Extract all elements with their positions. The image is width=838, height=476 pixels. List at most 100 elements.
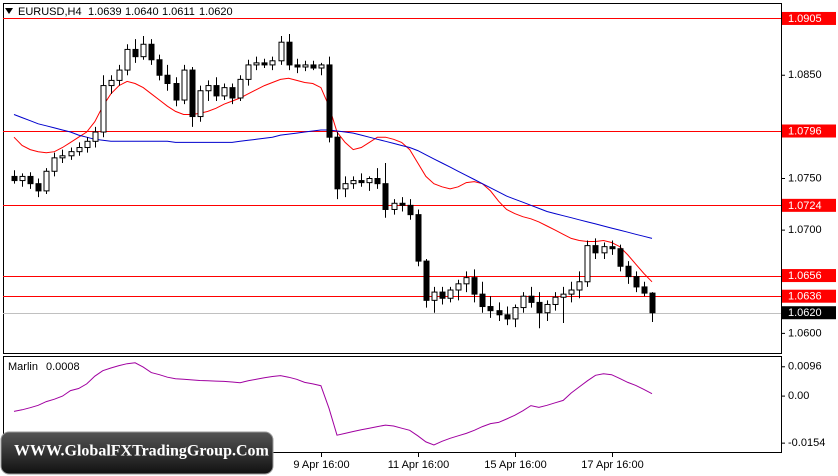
x-tick-label: 15 Apr 16:00 [484,459,546,471]
candle-body [487,306,494,312]
quote-open: 1.0639 [88,6,122,18]
candle-body [310,64,317,69]
moving-average [13,77,653,283]
candle-body [447,289,454,299]
y-tick-label: 1.0600 [788,327,822,339]
candle-body [173,83,180,101]
collapse-arrow [5,8,13,14]
candle-body [423,260,430,301]
candle-body [471,277,478,295]
candle-body [617,248,624,267]
candle-body [592,245,599,254]
candle-body [568,289,575,295]
candle-body [156,59,163,76]
candle-body [399,202,406,206]
candle-body [132,48,139,58]
candle-body [641,286,648,294]
candle-body [536,301,543,314]
candle-body [213,85,220,97]
level-label: 1.0636 [788,291,822,303]
candle-body [455,283,462,291]
level-label: 1.0905 [788,13,822,25]
candle-body [278,41,285,62]
candle-body [76,147,83,153]
level-label: 1.0724 [788,200,822,212]
candle-body [92,131,99,142]
candle-body [68,151,75,157]
candle-body [148,43,155,61]
candle-body [609,246,616,250]
candle-body [552,296,559,305]
quote-high: 1.0640 [125,6,159,18]
indicator-tick-label: 0.0096 [788,361,822,373]
candle-body [584,245,591,283]
candle-body [286,41,293,66]
watermark-box [0,431,274,475]
candle-body [415,214,422,262]
level-box [782,289,836,303]
candle-body [512,307,519,320]
symbol-label: EURUSD,H4 [18,6,82,18]
level-box [782,11,836,25]
candle-body [528,295,535,303]
candle-body [391,202,398,210]
candle-body [520,295,527,309]
candle-body [43,170,50,192]
candle-body [407,204,414,216]
candle-body [27,175,34,185]
candle-body [625,265,632,278]
candle-body [334,136,341,190]
candle-body [59,155,66,159]
candle-body [374,178,381,185]
candle-body [479,293,486,308]
level-label: 1.0656 [788,270,822,282]
candle-body [100,85,107,133]
candle-body [140,43,147,58]
candle-body [633,276,640,288]
candle-body [181,69,188,101]
level-box [782,269,836,283]
candle-body [318,64,325,69]
candle-body [221,87,228,97]
x-tick-label: 9 Apr 16:00 [293,459,349,471]
price-panel [3,3,782,354]
candle-body [439,291,446,299]
candle-body [205,85,212,92]
candle-body [326,64,333,138]
candle-body [116,69,123,81]
candle-body [431,291,438,301]
x-tick-label: 11 Apr 16:00 [388,459,450,471]
candle-body [504,314,511,320]
candle-body [342,183,349,190]
candle-body [496,310,503,316]
indicator-name: Marlin [8,361,38,373]
candle-body [108,79,115,87]
candle-body [601,246,608,254]
candle-body [253,62,260,66]
candle-body [189,69,196,118]
candle-body [245,64,252,80]
quote-close: 1.0620 [199,6,233,18]
candle-body [84,140,91,149]
candle-body [237,78,244,99]
candle-body [302,64,309,68]
moving-average [13,114,653,239]
candle-body [19,175,26,182]
plot-layer: 0.0008 1.0850 1.0750 1.0700 1.0600 1.0905 1.07… [0,11,836,475]
candle-body [164,74,171,85]
level-box [782,198,836,212]
y-tick-label: 1.0850 [788,69,822,81]
candle-body [197,90,204,118]
candle-body [51,157,58,172]
candle-body [35,183,42,192]
candle-body [560,293,567,298]
bid-label: 1.0620 [788,307,822,319]
quote-low: 1.0611 [162,6,195,18]
candle-body [544,303,551,314]
x-tick-label: 17 Apr 16:00 [581,459,643,471]
candle-body [366,178,373,184]
level-label: 1.0796 [788,125,822,137]
candle-body [649,292,656,314]
